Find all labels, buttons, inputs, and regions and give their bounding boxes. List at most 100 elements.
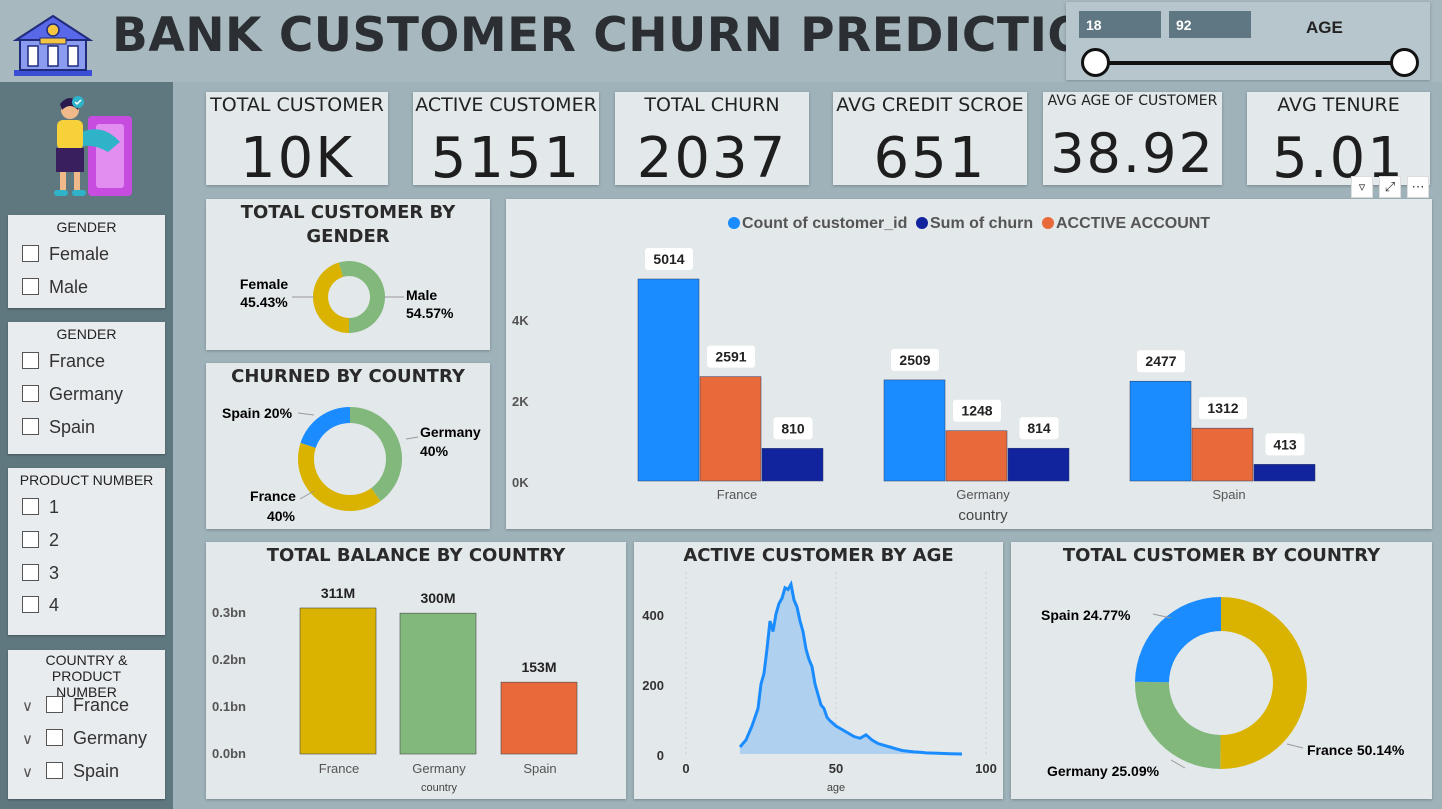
data-label-bg: [1265, 433, 1305, 456]
data-label: 2509: [899, 352, 930, 368]
y-tick-label: 0.3bn: [212, 605, 246, 620]
checkbox-icon[interactable]: [46, 762, 63, 779]
data-label: 2477: [1145, 353, 1176, 369]
donut-slice-france[interactable]: [1220, 597, 1308, 769]
bar-spain-1[interactable]: [1191, 427, 1254, 482]
kpi-value: 5151: [430, 126, 582, 191]
bar-germany-1[interactable]: [945, 430, 1008, 482]
bar-germany-2[interactable]: [1007, 447, 1070, 482]
slice-value-germany: 40%: [420, 443, 449, 459]
chevron-down-icon[interactable]: ∨: [22, 731, 33, 748]
product-option-1[interactable]: 1: [22, 496, 59, 518]
x-tick-label: Germany: [956, 487, 1010, 502]
y-tick-label: 0: [657, 748, 664, 763]
product-option-3[interactable]: 3: [22, 562, 59, 584]
data-label-bg: [1137, 350, 1185, 373]
y-tick-label: 0.1bn: [212, 699, 246, 714]
kpi-value: 38.92: [1050, 122, 1215, 185]
country-product-slicer-title: COUNTRY & PRODUCT NUMBER: [45, 652, 128, 700]
country-clustered-bar-panel: Count of customer_id Sum of churn ACCTIV…: [506, 199, 1432, 529]
legend-item: ACCTIVE ACCOUNT: [1056, 215, 1210, 232]
age-max-input[interactable]: 92: [1169, 11, 1251, 38]
chevron-down-icon[interactable]: ∨: [22, 698, 33, 715]
kpi-value: 5.01: [1272, 126, 1405, 191]
checkbox-icon[interactable]: [22, 385, 39, 402]
more-options-icon[interactable]: ⋯: [1407, 176, 1429, 198]
bar-france-1[interactable]: [699, 376, 762, 482]
donut-slice-germany[interactable]: [1135, 681, 1221, 769]
country-product-slicer: COUNTRY & PRODUCT NUMBER ∨ France ∨ German…: [8, 650, 165, 799]
filter-icon[interactable]: ▿: [1351, 176, 1373, 198]
bar-spain-0[interactable]: [1129, 380, 1192, 482]
tree-option-spain[interactable]: ∨ Spain: [22, 760, 119, 782]
age-slicer-label: AGE: [1306, 18, 1343, 37]
donut-slice-france[interactable]: [298, 442, 381, 511]
data-label: 311M: [321, 585, 355, 601]
gender-option-female[interactable]: Female: [22, 243, 109, 265]
checkbox-icon[interactable]: [22, 564, 39, 581]
product-option-4[interactable]: 4: [22, 594, 59, 616]
chart-legend: Count of customer_id Sum of churn ACCTIV…: [728, 215, 1210, 232]
donut-slice-spain[interactable]: [1135, 597, 1221, 683]
kpi-avg-age: AVG AGE OF CUSTOMER 38.92: [1043, 92, 1222, 185]
data-label-bg: [773, 417, 813, 440]
data-label-bg: [1199, 397, 1247, 420]
age-min-input[interactable]: 18: [1079, 11, 1161, 38]
bar-spain-2[interactable]: [1253, 464, 1316, 482]
bar-germany-0[interactable]: [883, 379, 946, 482]
bar-germany[interactable]: [399, 612, 477, 755]
checkbox-icon[interactable]: [22, 531, 39, 548]
checkbox-icon[interactable]: [22, 418, 39, 435]
kpi-avg-credit-score: AVG CREDIT SCROE 651: [833, 92, 1027, 191]
checkbox-icon[interactable]: [46, 696, 63, 713]
age-min-handle[interactable]: [1081, 48, 1110, 77]
age-slider-track[interactable]: [1096, 61, 1406, 65]
age-range-slicer: 18 92 AGE: [1066, 2, 1430, 80]
data-label-bg: [707, 345, 755, 368]
checkbox-icon[interactable]: [22, 352, 39, 369]
slice-value-france: 40%: [267, 508, 296, 524]
data-label: 2591: [715, 349, 746, 365]
bar-france[interactable]: [299, 607, 377, 755]
country-option-france[interactable]: France: [22, 350, 105, 372]
country-donut-chart: Spain 24.77% France 50.14% Germany 25.09…: [1041, 597, 1405, 779]
chart-title: TOTAL CUSTOMER BY COUNTRY: [1062, 545, 1381, 566]
bar-spain[interactable]: [500, 681, 578, 755]
age-max-handle[interactable]: [1390, 48, 1419, 77]
data-label: 810: [781, 420, 805, 436]
donut-slice-spain[interactable]: [300, 407, 350, 448]
data-label: 300M: [420, 590, 455, 606]
slice-label-female: Female: [240, 276, 288, 292]
checkbox-icon[interactable]: [22, 498, 39, 515]
chevron-down-icon[interactable]: ∨: [22, 764, 33, 781]
x-tick-label: Germany: [412, 761, 466, 776]
kpi-active-customer: ACTIVE CUSTOMER 5151: [413, 92, 599, 191]
y-tick-label: 0.0bn: [212, 746, 246, 761]
donut-slice-male[interactable]: [338, 261, 385, 333]
checkbox-icon[interactable]: [46, 729, 63, 746]
y-tick-label: 200: [642, 678, 664, 693]
tree-option-france[interactable]: ∨ France: [22, 694, 129, 716]
country-option-germany[interactable]: Germany: [22, 383, 123, 405]
gender-slicer: GENDER Female Male: [8, 215, 165, 308]
product-option-2[interactable]: 2: [22, 529, 59, 551]
focus-mode-icon[interactable]: ⤢: [1379, 176, 1401, 198]
slice-label-male: Male: [406, 287, 437, 303]
checkbox-icon[interactable]: [22, 278, 39, 295]
chart-title: CHURNED BY COUNTRY: [231, 366, 465, 387]
bar-france-0[interactable]: [637, 278, 700, 482]
gender-option-male[interactable]: Male: [22, 276, 88, 298]
donut-slice-germany[interactable]: [350, 407, 402, 502]
checkbox-icon[interactable]: [22, 245, 39, 262]
tree-option-germany[interactable]: ∨ Germany: [22, 727, 147, 749]
customer-by-country-panel: TOTAL CUSTOMER BY COUNTRY Spain 24.77% F…: [1011, 542, 1432, 799]
country-option-spain[interactable]: Spain: [22, 416, 95, 438]
checkbox-icon[interactable]: [22, 596, 39, 613]
slice-label-spain: Spain 24.77%: [1041, 607, 1131, 623]
page-title: BANK CUSTOMER CHURN PREDICTION: [112, 8, 1128, 63]
x-axis-title: country: [421, 782, 458, 794]
kpi-label: AVG CREDIT SCROE: [836, 94, 1024, 116]
donut-slice-female[interactable]: [312, 262, 349, 333]
bar-france-2[interactable]: [761, 448, 824, 482]
age-area-chart: 400 200 0 0 50 100 age: [642, 572, 997, 794]
